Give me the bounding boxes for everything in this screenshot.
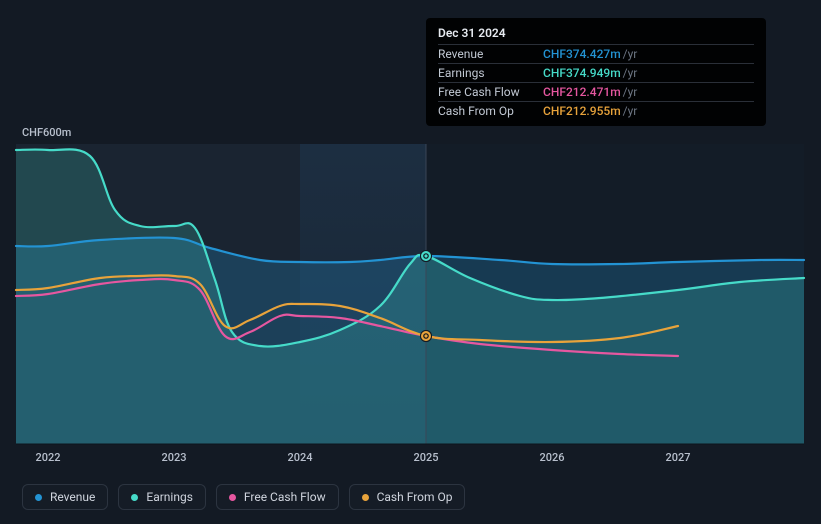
tooltip-metric-label: Free Cash Flow: [438, 85, 533, 99]
tooltip-unit: /yr: [623, 85, 638, 99]
tooltip-metric-value: CHF212.471m: [543, 85, 621, 99]
legend: Revenue Earnings Free Cash Flow Cash From O…: [22, 484, 465, 510]
legend-label: Free Cash Flow: [244, 490, 326, 504]
tooltip-metric-value: CHF212.955m: [543, 104, 621, 118]
legend-dot-icon: [35, 494, 42, 501]
legend-label: Cash From Op: [377, 490, 453, 504]
x-tick: 2027: [665, 451, 690, 464]
x-tick: 2023: [161, 451, 186, 464]
legend-dot-icon: [131, 494, 138, 501]
legend-item-revenue[interactable]: Revenue: [22, 484, 108, 510]
x-tick: 2026: [539, 451, 564, 464]
legend-dot-icon: [362, 494, 369, 501]
tooltip-row: Revenue CHF374.427m/yr: [438, 44, 754, 63]
chart-tooltip: Dec 31 2024 RevenueCHF374.427m/yrEarning…: [426, 18, 766, 126]
legend-item-fcf[interactable]: Free Cash Flow: [216, 484, 339, 510]
tooltip-metric-label: Revenue: [438, 47, 533, 61]
legend-item-cfo[interactable]: Cash From Op: [349, 484, 466, 510]
legend-dot-icon: [229, 494, 236, 501]
x-tick: 2025: [413, 451, 438, 464]
tooltip-date: Dec 31 2024: [438, 26, 754, 40]
tooltip-row: Cash From Op CHF212.955m/yr: [438, 101, 754, 120]
tooltip-unit: /yr: [623, 104, 638, 118]
tooltip-row: Earnings CHF374.949m/yr: [438, 63, 754, 82]
legend-item-earnings[interactable]: Earnings: [118, 484, 206, 510]
legend-label: Earnings: [146, 490, 193, 504]
legend-label: Revenue: [50, 490, 95, 504]
tooltip-metric-value: CHF374.427m: [543, 47, 621, 61]
tooltip-rows: Revenue CHF374.427m/yr Earnings CHF374.949m…: [438, 44, 754, 120]
x-tick: 2024: [287, 451, 312, 464]
tooltip-row: Free Cash Flow CHF212.471m/yr: [438, 82, 754, 101]
tooltip-unit: /yr: [623, 66, 638, 80]
x-tick: 2022: [35, 451, 60, 464]
tooltip-metric-label: Earnings: [438, 66, 533, 80]
tooltip-unit: /yr: [623, 47, 638, 61]
tooltip-metric-value: CHF374.949m: [543, 66, 621, 80]
tooltip-metric-label: Cash From Op: [438, 104, 533, 118]
